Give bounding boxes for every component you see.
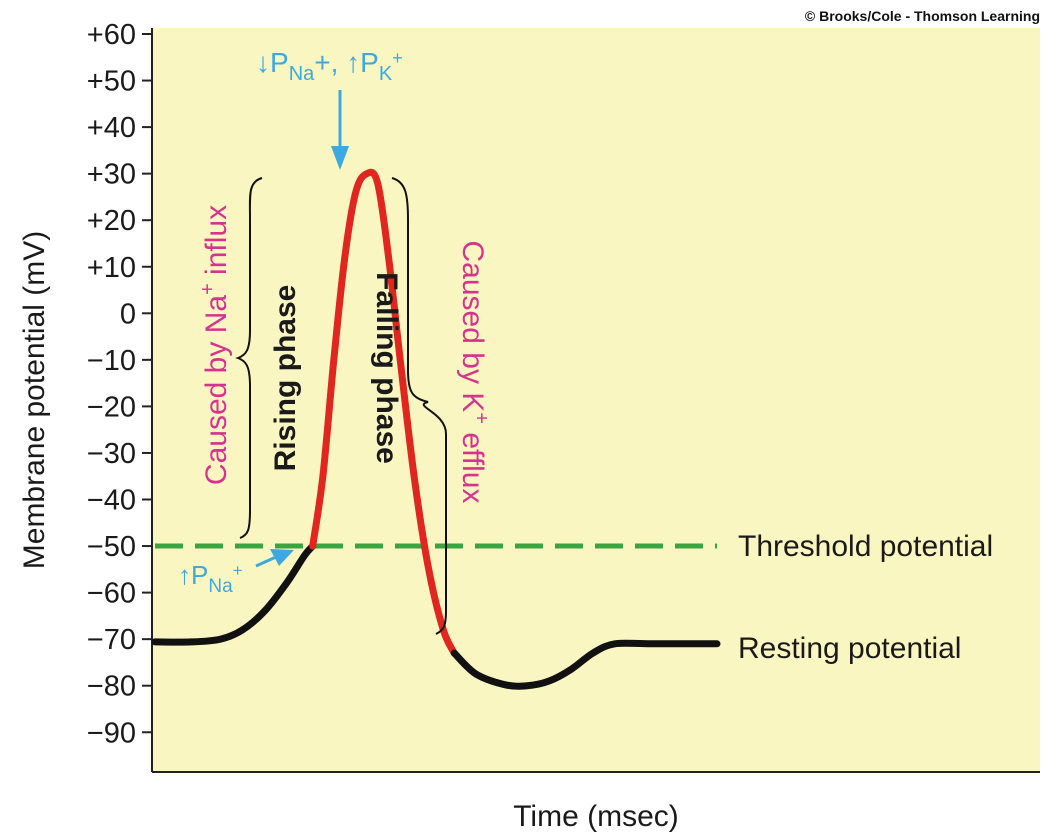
na-influx-label: Caused by Na+ influx	[197, 205, 233, 485]
k-efflux-label-a: Caused by K	[456, 241, 489, 413]
y-tick-label: +50	[87, 66, 136, 98]
copyright-notice: © Brooks/Cole - Thomson Learning	[804, 8, 1040, 24]
y-tick-label: −50	[87, 531, 136, 563]
na-influx-label-b: influx	[200, 205, 233, 283]
peak-permeability-label: ↓PNa+, ↑PK+	[256, 47, 403, 85]
y-tick-label: −60	[87, 578, 136, 610]
falling-bracket	[391, 177, 447, 635]
k-efflux-label-plus: +	[470, 412, 492, 424]
threshold-permeability-label: ↑PNa+	[178, 560, 243, 597]
y-tick-label: −90	[87, 717, 136, 749]
peak-label-sep: +, ↑P	[314, 47, 379, 78]
y-axis-title: Membrane potential (mV)	[18, 231, 51, 569]
peak-label-k-sub: K	[379, 63, 393, 85]
k-efflux-label-b: efflux	[456, 424, 489, 504]
rising-bracket	[235, 177, 263, 539]
na-influx-label-a: Caused by Na	[200, 295, 233, 485]
falling-phase-label: Falling phase	[370, 272, 403, 464]
y-tick-label: +60	[87, 19, 136, 51]
y-tick-label: −70	[87, 624, 136, 656]
threshold-arrow-head	[270, 549, 294, 566]
threshold-label-plus: +	[233, 561, 243, 580]
y-tick-label: −80	[87, 671, 136, 703]
na-influx-label-plus: +	[197, 283, 219, 295]
threshold-potential-label: Threshold potential	[738, 530, 993, 563]
y-tick-label: +20	[87, 205, 136, 237]
y-tick-label: −40	[87, 485, 136, 517]
y-axis-ticks: +60 +50 +40 +30 +20 +10 0 −10 −20 −30 −40 −50 −60 −70…	[87, 19, 152, 749]
y-tick-label: +10	[87, 252, 136, 284]
peak-arrow-head	[331, 146, 349, 170]
curve-action-segment	[309, 168, 458, 657]
y-tick-label: +40	[87, 112, 136, 144]
curve-resting-segment	[151, 542, 317, 646]
threshold-label-na-sub: Na	[208, 576, 233, 597]
peak-label-p-na: ↓P	[256, 47, 289, 78]
peak-label-k-plus: +	[392, 48, 403, 68]
resting-potential-label: Resting potential	[738, 632, 961, 665]
y-tick-label: +30	[87, 159, 136, 191]
y-tick-label: −30	[87, 438, 136, 470]
threshold-arrow-shaft	[255, 555, 277, 568]
curve-hyperpolarization-segment	[450, 639, 721, 690]
y-tick-label: −10	[87, 345, 136, 377]
x-axis-title: Time (msec)	[513, 800, 679, 833]
peak-label-na-sub: Na	[289, 63, 315, 85]
threshold-label-p: ↑P	[178, 560, 208, 590]
rising-phase-label: Rising phase	[269, 285, 302, 472]
y-tick-label: −20	[87, 391, 136, 423]
y-tick-label: 0	[120, 298, 136, 330]
k-efflux-label: Caused by K+ efflux	[456, 241, 492, 504]
